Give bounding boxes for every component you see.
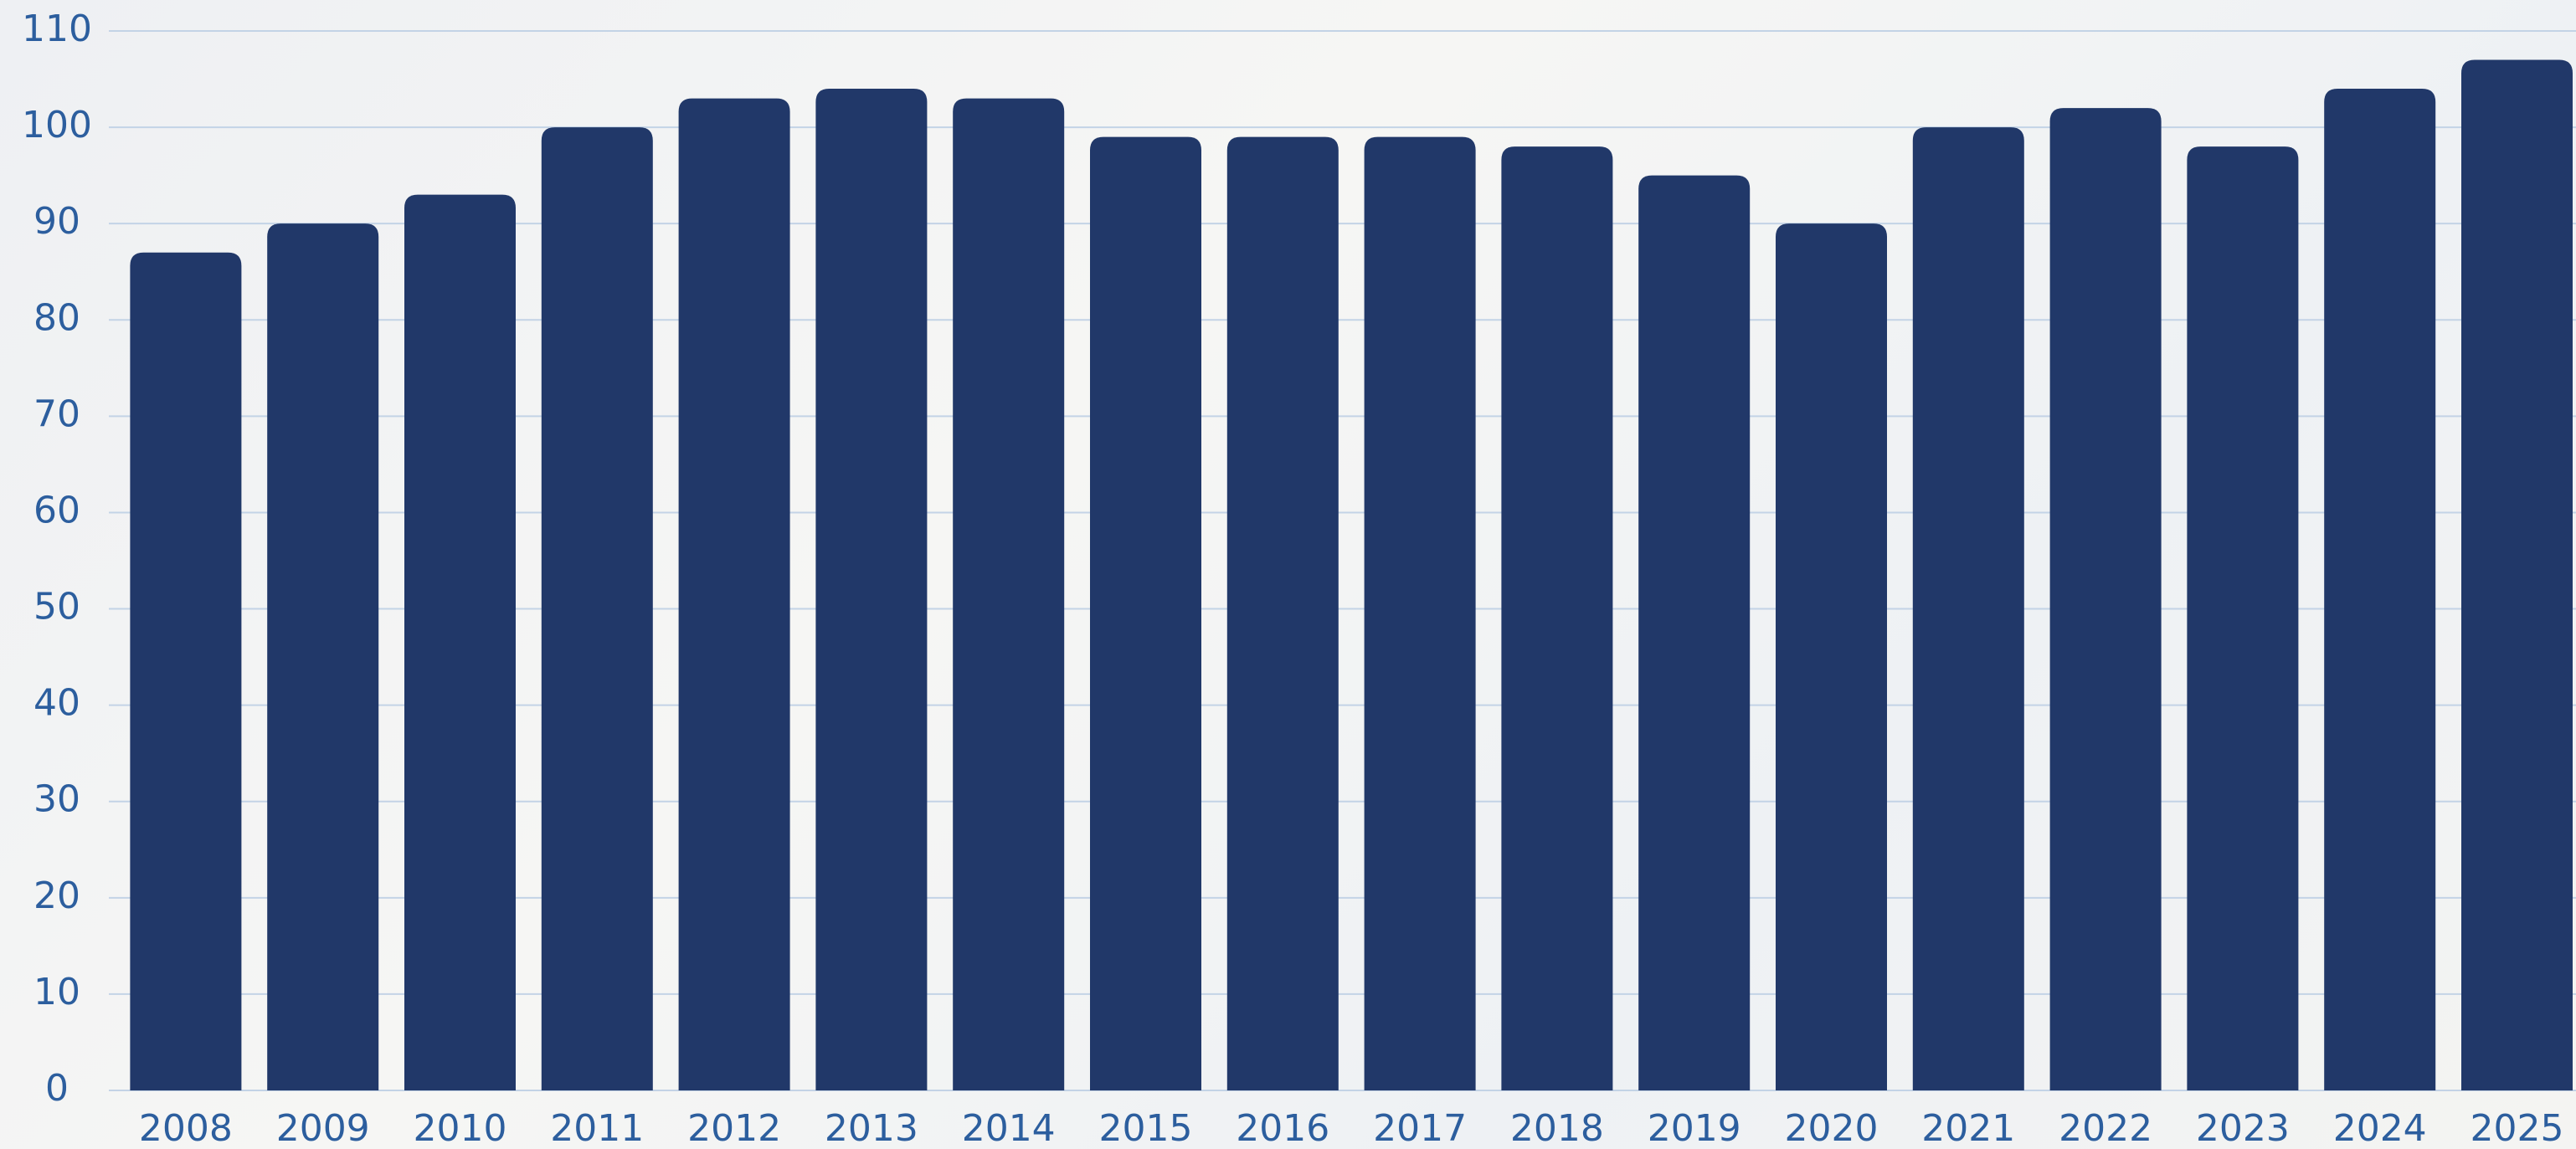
y-tick-label: 70	[33, 392, 80, 435]
bar	[404, 194, 516, 1090]
y-tick-label: 90	[33, 200, 80, 243]
bar	[1090, 136, 1201, 1091]
x-tick-label: 2024	[2333, 1107, 2427, 1149]
bar	[953, 98, 1065, 1091]
x-tick-label: 2020	[1785, 1107, 1879, 1149]
y-tick-label: 60	[33, 489, 80, 531]
bar	[1912, 127, 2024, 1090]
x-tick-label: 2022	[2059, 1107, 2152, 1149]
y-tick-label: 10	[33, 971, 80, 1013]
x-tick-label: 2019	[1648, 1107, 1741, 1149]
x-tick-label: 2009	[276, 1107, 370, 1149]
x-tick-label: 2014	[962, 1107, 1056, 1149]
y-tick-label: 110	[22, 8, 92, 50]
x-tick-label: 2011	[550, 1107, 644, 1149]
x-tick-label: 2013	[825, 1107, 918, 1149]
x-tick-label: 2016	[1236, 1107, 1329, 1149]
x-tick-label: 2018	[1510, 1107, 1604, 1149]
y-tick-label: 20	[33, 875, 80, 917]
x-tick-label: 2023	[2196, 1107, 2290, 1149]
bar	[2049, 108, 2162, 1090]
bar	[267, 223, 379, 1090]
y-tick-label: 40	[33, 682, 80, 725]
y-tick-label: 80	[33, 296, 80, 339]
bar	[815, 89, 928, 1090]
x-tick-label: 2025	[2471, 1107, 2564, 1149]
bar	[2187, 146, 2299, 1090]
x-tick-label: 2012	[687, 1107, 781, 1149]
y-tick-label: 30	[33, 778, 80, 821]
y-tick-label: 0	[45, 1067, 69, 1110]
x-tick-label: 2021	[1921, 1107, 2015, 1149]
x-tick-label: 2010	[414, 1107, 507, 1149]
bar	[1226, 136, 1339, 1091]
bar	[1364, 136, 1476, 1091]
bar	[1638, 175, 1751, 1091]
y-tick-label: 50	[33, 586, 80, 628]
bar	[678, 98, 790, 1091]
x-tick-label: 2008	[139, 1107, 233, 1149]
bar	[1776, 223, 1887, 1090]
bar	[1501, 146, 1613, 1090]
x-tick-label: 2017	[1373, 1107, 1467, 1149]
x-tick-label: 2015	[1099, 1107, 1193, 1149]
bar	[541, 127, 653, 1090]
bar	[2461, 59, 2573, 1091]
bar	[2324, 89, 2436, 1090]
bar	[130, 252, 242, 1090]
y-tick-label: 100	[22, 104, 92, 146]
